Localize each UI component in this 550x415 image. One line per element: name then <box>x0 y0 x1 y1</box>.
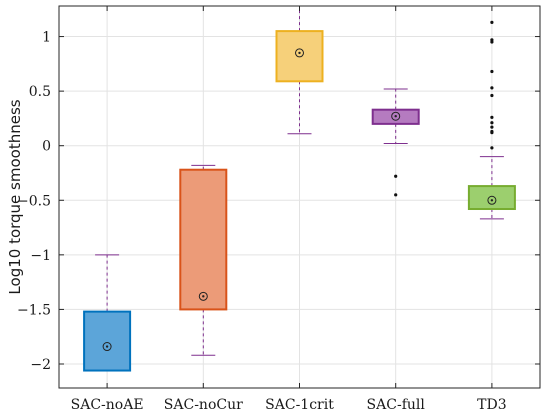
iqr-box <box>83 310 132 372</box>
median-dot <box>298 51 301 55</box>
iqr-box <box>179 168 228 311</box>
outlier-point <box>490 125 494 129</box>
y-tick-label: −0.5 <box>17 193 51 209</box>
x-tick-label: SAC-noCur <box>164 397 243 413</box>
outlier-point <box>490 121 494 125</box>
grid <box>59 6 540 388</box>
y-tick-label: 0 <box>42 139 51 155</box>
median-dot <box>490 199 494 202</box>
box-TD3 <box>467 20 516 220</box>
outlier-point <box>490 20 494 24</box>
median-marker <box>295 48 304 58</box>
x-tick-label: SAC-1crit <box>265 397 334 413</box>
y-tick-label: −1.5 <box>17 302 51 318</box>
median-dot <box>105 345 109 348</box>
median-marker <box>391 111 401 121</box>
axis-ticks: 1 0.5 0 −0.5 −1 −1.5 −2 SAC-noAE SAC-noCur SAC-1c… <box>17 6 540 413</box>
outlier-point <box>394 174 398 178</box>
median-dot <box>202 295 205 298</box>
iqr-box <box>467 185 516 211</box>
y-tick-label: −1 <box>30 248 51 264</box>
outlier-point <box>394 193 398 197</box>
outlier-point <box>490 115 494 119</box>
y-tick-label: 1 <box>42 30 51 46</box>
box-SAC-noAE <box>83 254 132 372</box>
median-dot <box>394 115 397 118</box>
x-tick-label: SAC-full <box>367 397 426 413</box>
median-marker <box>198 291 208 301</box>
y-tick-label: −2 <box>30 357 51 373</box>
median-marker <box>487 195 497 205</box>
outlier-point <box>490 40 494 44</box>
outlier-point <box>490 131 494 135</box>
median-marker <box>102 342 112 352</box>
x-tick-label: TD3 <box>477 397 506 413</box>
outlier-point <box>490 93 494 98</box>
y-tick-label: 0.5 <box>29 84 51 100</box>
box-SAC-noCur <box>179 164 228 356</box>
outlier-point <box>490 146 494 150</box>
y-axis-label: Log10 torque smoothness <box>6 99 24 294</box>
box-SAC-1crit <box>275 6 324 135</box>
x-tick-label: SAC-noAE <box>71 397 144 413</box>
box-SAC-full <box>371 88 420 197</box>
outlier-point <box>490 86 494 90</box>
outlier-point <box>490 69 494 74</box>
boxes <box>83 6 516 372</box>
iqr-box <box>275 30 324 83</box>
